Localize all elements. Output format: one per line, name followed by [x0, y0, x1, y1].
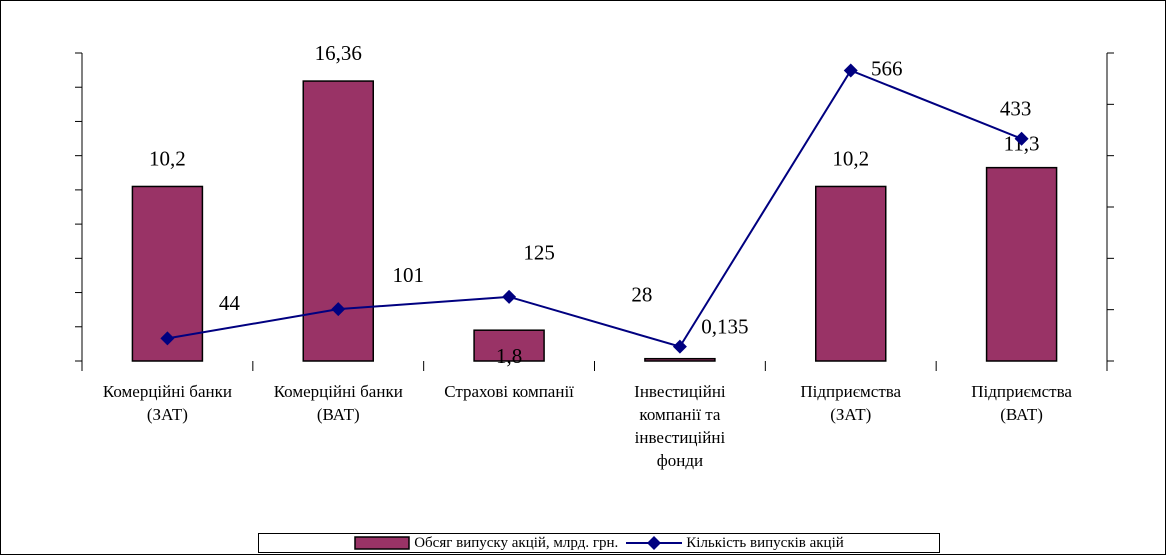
bar-value-label: 10,2 — [832, 146, 869, 170]
line-value-label: 433 — [1000, 97, 1032, 121]
bar-value-label: 10,2 — [149, 146, 186, 170]
bar — [473, 329, 545, 362]
line-value-label: 28 — [631, 282, 652, 306]
legend-swatch — [354, 536, 410, 550]
bar-value-label: 1,8 — [496, 344, 522, 368]
legend-swatch — [626, 536, 683, 550]
legend-label: Кількість випусків акцій — [686, 534, 844, 551]
bar — [302, 80, 374, 362]
line — [167, 69, 1022, 348]
legend-label: Обсяг випуску акцій, млрд. грн. — [414, 534, 619, 551]
x-tick-label: Інвестиційні компанії та інвестиційні фо… — [634, 382, 726, 470]
line-value-label: 44 — [219, 291, 241, 315]
bar-value-label: 16,36 — [315, 41, 362, 65]
line-value-label: 125 — [523, 241, 555, 265]
legend: Обсяг випуску акцій, млрд. грн. Кількість… — [258, 533, 940, 553]
line-value-label: 101 — [393, 263, 425, 287]
marker — [672, 339, 687, 354]
legend-item: Обсяг випуску акцій, млрд. грн. — [354, 535, 618, 552]
marker — [1014, 131, 1029, 146]
bar — [985, 166, 1058, 362]
bar — [815, 185, 887, 362]
x-tick-label: Підприємства (ЗАТ) — [800, 382, 902, 424]
legend-item: Кількість випусків акцій — [626, 535, 844, 552]
marker — [843, 63, 858, 78]
bar — [644, 357, 716, 362]
x-tick-label: Комерційні банки (ЗАТ) — [102, 382, 232, 424]
x-tick-label: Страхові компанії — [444, 382, 574, 401]
x-tick-label: Підприємства (ВАТ) — [971, 382, 1072, 424]
x-tick-label: Комерційні банки (ВАТ) — [273, 382, 403, 424]
marker — [331, 302, 346, 317]
bar-value-label: 0,135 — [701, 315, 748, 339]
marker — [160, 331, 175, 346]
marker — [502, 289, 517, 304]
line-value-label: 566 — [871, 56, 903, 80]
